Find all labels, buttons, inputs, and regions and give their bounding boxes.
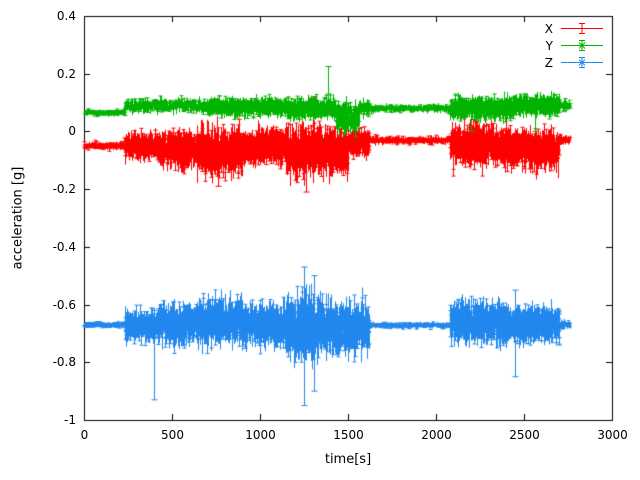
legend-entry-z: Z (545, 55, 604, 70)
legend-label: Y (545, 38, 553, 53)
legend-label: Z (544, 55, 553, 70)
y-axis-label: acceleration [g] (10, 166, 26, 270)
legend-sample-z-icon (561, 57, 603, 68)
legend-sample-x-icon (561, 23, 603, 34)
legend-entry-y: Y (545, 38, 604, 53)
legend-sample-y-icon (561, 40, 603, 51)
legend-label: X (544, 21, 553, 36)
x-axis-label: time[s] (324, 452, 372, 467)
legend-entry-x: X (545, 21, 604, 36)
